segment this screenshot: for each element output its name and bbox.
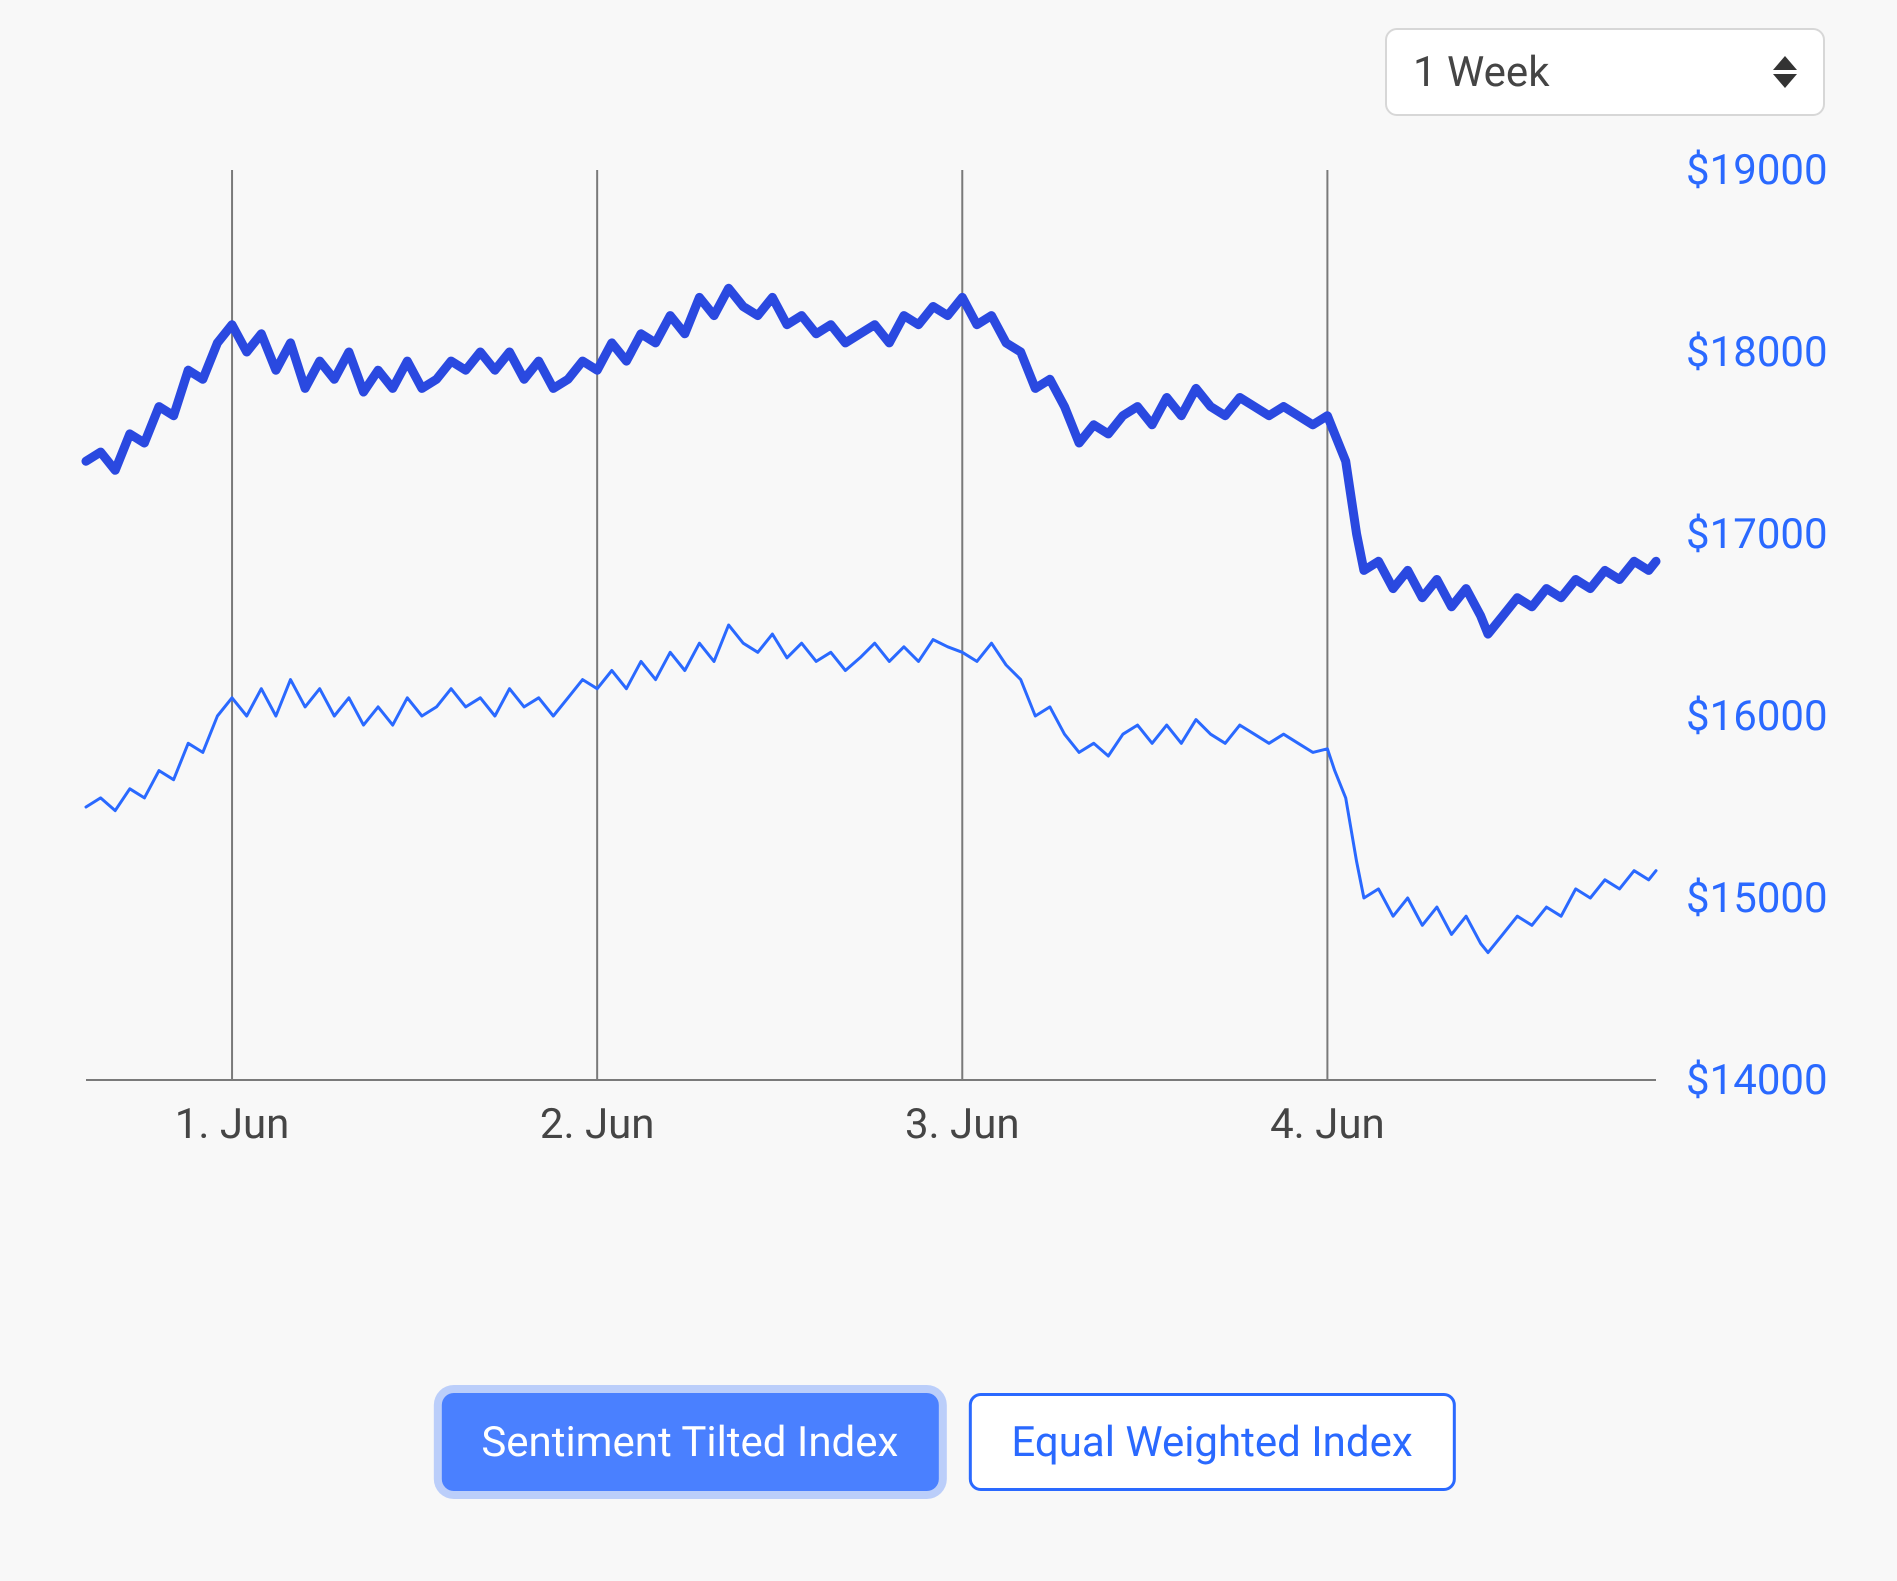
legend-equal-weighted-button[interactable]: Equal Weighted Index [968,1393,1455,1491]
line-chart-svg [86,170,1656,1100]
y-tick-label: $16000 [1686,692,1828,741]
legend-item-label: Equal Weighted Index [1011,1418,1412,1467]
timerange-dropdown-label: 1 Week [1413,48,1773,97]
legend-item-label: Sentiment Tilted Index [481,1418,898,1467]
x-tick-label: 2. Jun [540,1100,655,1149]
x-tick-label: 1. Jun [175,1100,290,1149]
chart-container: 1 Week $14000 $15000 $16000 $17000 $18000 $19… [0,0,1897,1581]
x-tick-label: 4. Jun [1270,1100,1385,1149]
x-tick-label: 3. Jun [905,1100,1020,1149]
y-tick-label: $14000 [1686,1056,1828,1105]
y-tick-label: $17000 [1686,510,1828,559]
y-tick-label: $15000 [1686,874,1828,923]
y-tick-label: $18000 [1686,328,1828,377]
chart-legend: Sentiment Tilted Index Equal Weighted In… [441,1393,1455,1491]
legend-sentiment-tilted-button[interactable]: Sentiment Tilted Index [441,1393,938,1491]
y-tick-label: $19000 [1686,146,1828,195]
dropdown-arrows-icon [1773,56,1797,88]
chart-plot-area [86,170,1656,1100]
timerange-dropdown[interactable]: 1 Week [1385,28,1825,116]
